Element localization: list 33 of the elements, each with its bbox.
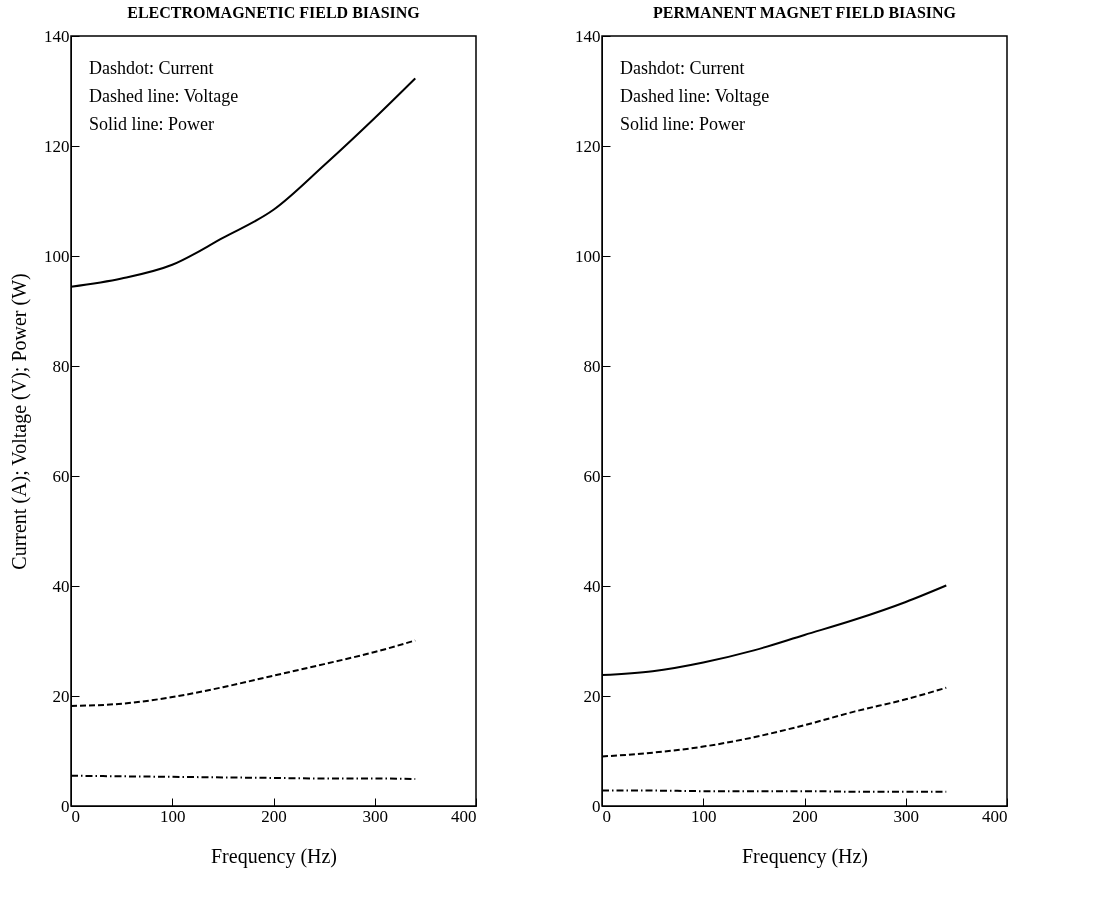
annotation: Dashed line: Voltage — [620, 86, 770, 106]
y-tick-label: 60 — [583, 466, 601, 486]
y-tick-label: 120 — [575, 136, 601, 156]
y-tick-label: 140 — [44, 26, 70, 46]
x-tick-label: 100 — [691, 806, 717, 826]
x-tick-label: 100 — [160, 806, 186, 826]
x-tick-label: 200 — [261, 806, 287, 826]
y-tick-label: 120 — [44, 136, 70, 156]
x-tick-label: 300 — [362, 806, 388, 826]
annotation: Dashdot: Current — [620, 58, 745, 78]
y-tick-label: 20 — [52, 686, 70, 706]
x-axis-title: Frequency (Hz) — [741, 844, 869, 868]
y-tick-label: 60 — [52, 466, 70, 486]
y-tick-label: 80 — [52, 356, 70, 376]
y-tick-label: 100 — [575, 246, 601, 266]
annotation: Solid line: Power — [620, 114, 745, 134]
annotation: Dashdot: Current — [89, 58, 214, 78]
x-axis-title: Frequency (Hz) — [210, 844, 338, 868]
y-tick-label: 40 — [52, 576, 70, 596]
y-tick-label: 100 — [44, 246, 70, 266]
y-tick-label: 40 — [583, 576, 601, 596]
y-axis-title: Current (A); Voltage (V); Power (W) — [8, 273, 31, 570]
chart-title: ELECTROMAGNETIC FIELD BIASING — [127, 4, 421, 21]
annotation: Solid line: Power — [89, 114, 214, 134]
y-tick-label: 140 — [575, 26, 601, 46]
x-tick-label: 400 — [451, 806, 477, 826]
x-tick-label: 400 — [982, 806, 1008, 826]
x-tick-label: 200 — [792, 806, 818, 826]
y-tick-label: 20 — [583, 686, 601, 706]
x-tick-label: 300 — [893, 806, 919, 826]
chart-title: PERMANENT MAGNET FIELD BIASING — [652, 4, 957, 21]
annotation: Dashed line: Voltage — [89, 86, 239, 106]
y-tick-label: 80 — [583, 356, 601, 376]
